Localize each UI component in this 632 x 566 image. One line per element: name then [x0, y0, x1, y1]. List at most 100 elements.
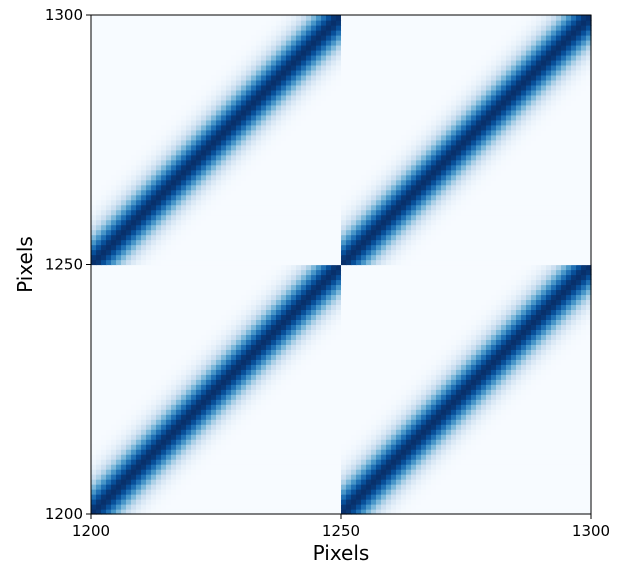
heatmap-cell: [176, 499, 182, 505]
heatmap-cell: [321, 494, 327, 500]
heatmap-cell: [281, 389, 287, 395]
heatmap-cell: [561, 509, 567, 515]
heatmap-cell: [551, 454, 557, 460]
heatmap-cell: [236, 489, 242, 495]
heatmap-cell: [351, 469, 357, 475]
heatmap-cell: [171, 504, 177, 510]
heatmap-cell: [181, 444, 187, 450]
heatmap-cell: [221, 354, 227, 360]
heatmap-cell: [261, 284, 267, 291]
heatmap-cell: [296, 274, 302, 281]
heatmap-cell: [476, 354, 482, 360]
heatmap-cell: [431, 264, 437, 271]
heatmap-cell: [531, 304, 537, 311]
heatmap-cell: [546, 269, 552, 276]
heatmap-cell: [276, 324, 282, 330]
heatmap-cell: [141, 494, 147, 500]
heatmap-cell: [191, 344, 197, 350]
heatmap-cell: [286, 449, 292, 455]
heatmap-cell: [236, 269, 242, 276]
heatmap-cell: [316, 504, 322, 510]
heatmap-cell: [221, 294, 227, 301]
heatmap-cell: [341, 344, 347, 350]
heatmap-cell: [156, 274, 162, 281]
heatmap-cell: [496, 504, 502, 510]
heatmap-cell: [506, 439, 512, 445]
heatmap-cell: [401, 344, 407, 350]
heatmap-cell: [581, 429, 587, 435]
heatmap-cell: [491, 389, 497, 395]
heatmap-cell: [566, 414, 572, 420]
heatmap-cell: [101, 494, 107, 500]
heatmap-cell: [316, 299, 322, 306]
heatmap-cell: [411, 479, 417, 485]
heatmap-cell: [401, 399, 407, 405]
heatmap-cell: [481, 464, 487, 470]
heatmap-cell: [221, 374, 227, 380]
heatmap-cell: [431, 359, 437, 365]
heatmap-cell: [491, 399, 497, 405]
heatmap-cell: [396, 469, 402, 475]
heatmap-cell: [141, 384, 147, 390]
heatmap-cell: [421, 479, 427, 485]
heatmap-cell: [346, 424, 352, 430]
heatmap-cell: [356, 499, 362, 505]
heatmap-cell: [491, 374, 497, 380]
heatmap-cell: [506, 364, 512, 370]
heatmap-cell: [586, 499, 592, 505]
heatmap-cell: [241, 419, 247, 425]
heatmap-cell: [396, 454, 402, 460]
heatmap-cell: [456, 399, 462, 405]
heatmap-cell: [481, 434, 487, 440]
heatmap-cell: [196, 264, 202, 271]
heatmap-cell: [576, 334, 582, 340]
heatmap-cell: [411, 419, 417, 425]
heatmap-cell: [476, 284, 482, 291]
heatmap-cell: [271, 494, 277, 500]
heatmap-cell: [306, 344, 312, 350]
heatmap-cell: [136, 339, 142, 345]
heatmap-cell: [256, 304, 262, 311]
heatmap-cell: [571, 479, 577, 485]
heatmap-cell: [131, 289, 137, 296]
heatmap-cell: [311, 349, 317, 355]
heatmap-cell: [116, 289, 122, 296]
heatmap-cell: [281, 484, 287, 490]
heatmap-cell: [291, 394, 297, 400]
heatmap-cell: [206, 439, 212, 445]
heatmap-cell: [501, 329, 507, 335]
heatmap-cell: [411, 464, 417, 470]
heatmap-cell: [206, 299, 212, 306]
heatmap-cell: [416, 499, 422, 505]
heatmap-cell: [406, 429, 412, 435]
heatmap-cell: [151, 284, 157, 291]
heatmap-cell: [551, 484, 557, 490]
heatmap-cell: [566, 364, 572, 370]
heatmap-cell: [286, 454, 292, 460]
heatmap-cell: [106, 389, 112, 395]
heatmap-cell: [101, 279, 107, 286]
heatmap-cell: [131, 364, 137, 370]
heatmap-cell: [416, 504, 422, 510]
heatmap-cell: [191, 479, 197, 485]
heatmap-cell: [101, 449, 107, 455]
heatmap-cell: [361, 419, 367, 425]
heatmap-cell: [341, 484, 347, 490]
heatmap-cell: [171, 454, 177, 460]
heatmap-cell: [566, 379, 572, 385]
heatmap-cell: [131, 389, 137, 395]
heatmap-cell: [551, 439, 557, 445]
heatmap-cell: [406, 444, 412, 450]
heatmap-cell: [376, 334, 382, 340]
heatmap-cell: [451, 504, 457, 510]
heatmap-cell: [496, 354, 502, 360]
heatmap-cell: [171, 469, 177, 475]
heatmap-cell: [546, 274, 552, 281]
heatmap-cell: [586, 394, 592, 400]
heatmap-cell: [246, 434, 252, 440]
heatmap-cell: [256, 284, 262, 291]
heatmap-cell: [536, 389, 542, 395]
heatmap-cell: [281, 359, 287, 365]
heatmap-cell: [271, 364, 277, 370]
heatmap-cell: [136, 344, 142, 350]
